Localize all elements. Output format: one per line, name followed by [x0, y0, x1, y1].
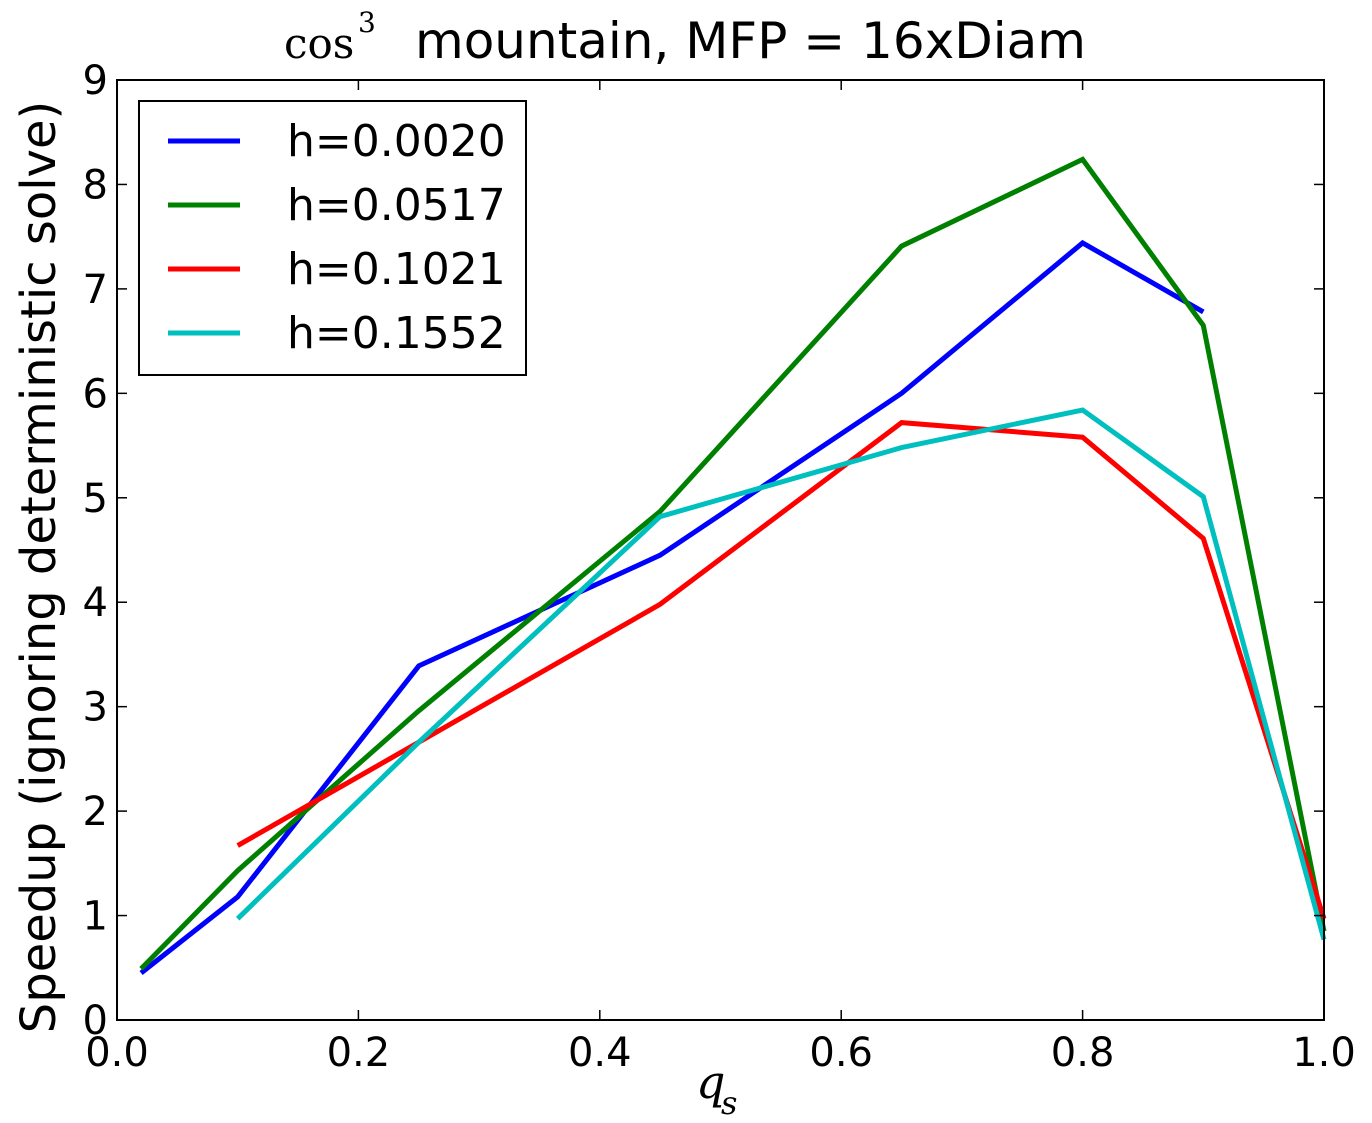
y-tick-label: 3 — [83, 685, 108, 731]
title-math: cos — [284, 19, 354, 68]
x-axis-label: q s — [696, 1055, 737, 1122]
series-layer — [139, 156, 1327, 975]
y-tick-label: 0 — [83, 998, 108, 1044]
chart-title: cos 3 mountain, MFP = 16xDiam — [284, 6, 1086, 70]
y-tick-label: 7 — [83, 267, 108, 313]
x-tick-label: 0.8 — [1051, 1030, 1115, 1076]
series-line-0 — [139, 239, 1205, 975]
x-tick-label: 0.6 — [809, 1030, 873, 1076]
series-line-1 — [139, 156, 1327, 971]
legend: h=0.0020 h=0.0517 h=0.1021 h=0.1552 — [138, 100, 527, 376]
legend-box — [138, 100, 527, 376]
plot-frame — [116, 79, 1325, 1021]
x-tick-label: 1.0 — [1292, 1030, 1356, 1076]
y-tick-label: 1 — [83, 894, 108, 940]
x-tick-label: 0.0 — [85, 1030, 149, 1076]
y-tick-label: 5 — [83, 476, 108, 522]
x-tick-label: 0.4 — [568, 1030, 632, 1076]
y-tick-label: 4 — [83, 580, 108, 626]
tick-layer: 0.0 0.2 0.4 0.6 0.8 1.0 0 1 2 3 4 5 6 7 8 9 — [83, 58, 1356, 1076]
legend-label-1: h=0.0517 — [287, 180, 506, 231]
legend-label-2: h=0.1021 — [287, 244, 506, 295]
y-tick-label: 9 — [83, 58, 108, 104]
y-tick-label: 8 — [83, 162, 108, 208]
x-axis-label-math: q — [696, 1055, 725, 1109]
legend-label-0: h=0.0020 — [287, 116, 506, 167]
x-axis-label-sub: s — [721, 1084, 737, 1122]
series-line-3 — [235, 407, 1327, 941]
y-tick-label: 6 — [83, 371, 108, 417]
y-axis-label: Speedup (ignoring deterministic solve) — [11, 101, 67, 1033]
x-tick-label: 0.2 — [327, 1030, 391, 1076]
title-math-sup: 3 — [358, 6, 376, 39]
legend-label-3: h=0.1552 — [287, 308, 506, 359]
y-tick-label: 2 — [83, 789, 108, 835]
title-text: mountain, MFP = 16xDiam — [415, 12, 1086, 70]
